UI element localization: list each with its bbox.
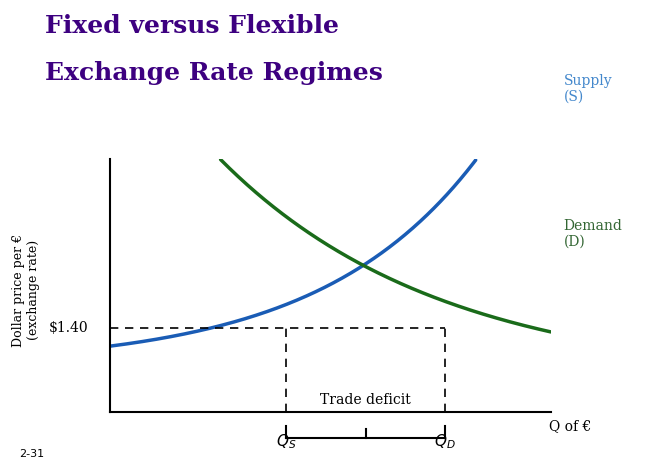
Text: $Q_D$: $Q_D$ [434, 432, 456, 451]
Text: Demand
(D): Demand (D) [564, 219, 623, 249]
Text: Supply
(S): Supply (S) [564, 74, 612, 104]
Text: Exchange Rate Regimes: Exchange Rate Regimes [45, 61, 383, 85]
Text: Dollar price per €
(exchange rate): Dollar price per € (exchange rate) [12, 234, 40, 347]
Text: Trade deficit: Trade deficit [320, 393, 411, 407]
Text: $Q_S$: $Q_S$ [276, 432, 297, 451]
Text: Q of €: Q of € [549, 419, 592, 433]
Text: $1.40: $1.40 [49, 322, 88, 336]
Text: Fixed versus Flexible: Fixed versus Flexible [45, 14, 340, 38]
Text: 2-31: 2-31 [19, 449, 45, 459]
